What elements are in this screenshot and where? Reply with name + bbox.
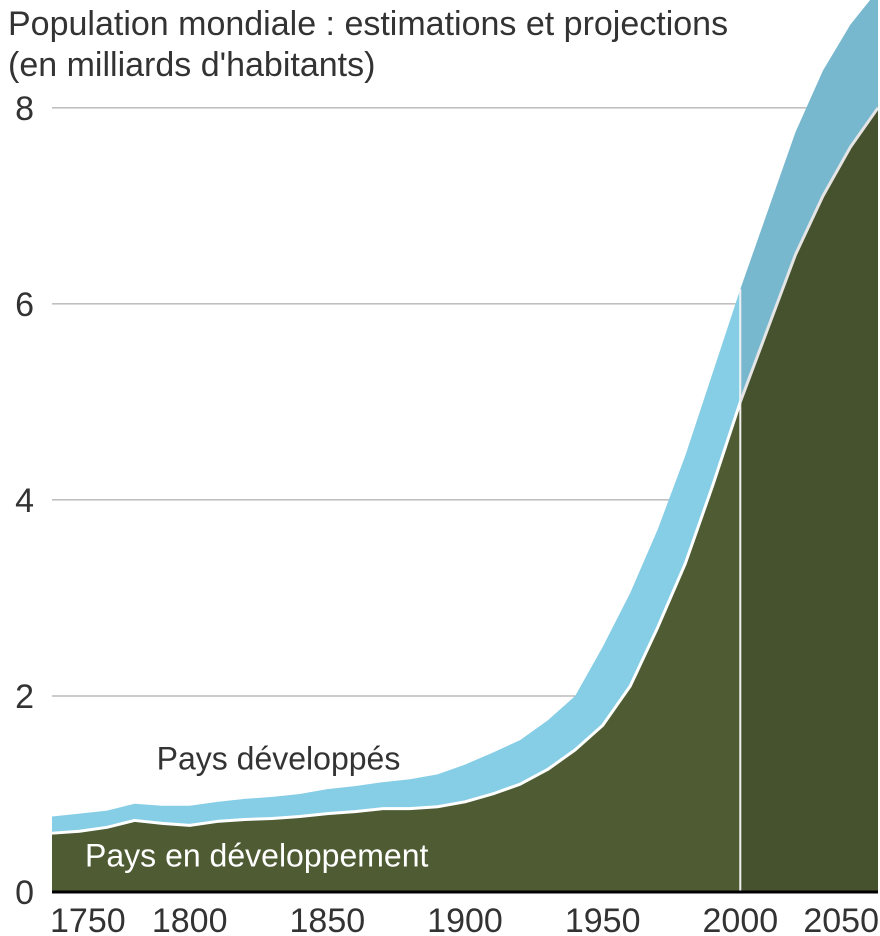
x-tick-label: 1850	[290, 902, 366, 936]
x-tick-label: 2000	[703, 902, 779, 936]
y-tick-label: 0	[15, 874, 34, 912]
y-tick-label: 2	[15, 678, 34, 716]
chart-svg: 0 2 4 6 8 1750 1800 1850 1900 1950 2000 2050 Pays en…	[0, 0, 880, 936]
y-tick-label: 6	[15, 286, 34, 324]
population-chart: Population mondiale : estimations et pro…	[0, 0, 880, 936]
y-tick-labels: 0 2 4 6 8	[15, 90, 34, 912]
projection-overlay	[740, 0, 878, 892]
x-tick-label: 1900	[427, 902, 503, 936]
x-tick-label: 1950	[565, 902, 641, 936]
y-tick-label: 4	[15, 482, 34, 520]
x-tick-label: 2050	[803, 902, 879, 936]
x-tick-label: 1750	[50, 902, 126, 936]
label-developing: Pays en développement	[85, 838, 428, 874]
label-developed: Pays développés	[157, 740, 401, 776]
y-tick-label: 8	[15, 90, 34, 128]
x-tick-labels: 1750 1800 1850 1900 1950 2000 2050	[50, 902, 879, 936]
x-tick-label: 1800	[152, 902, 228, 936]
